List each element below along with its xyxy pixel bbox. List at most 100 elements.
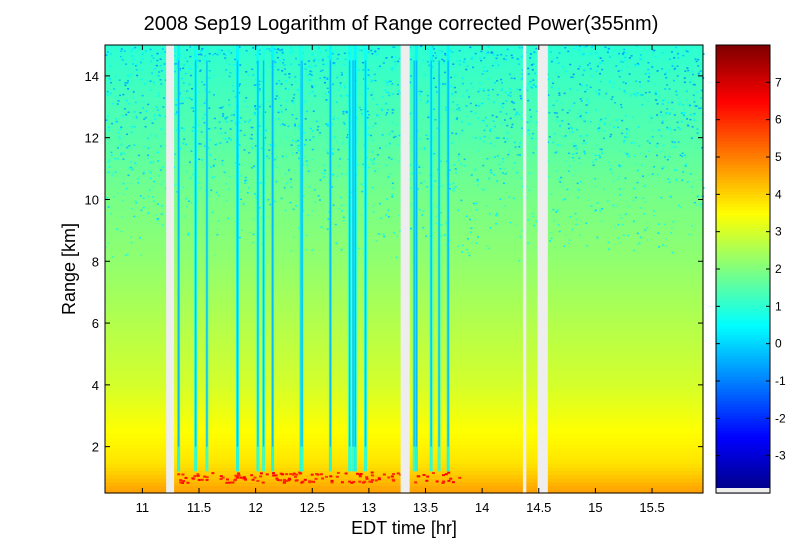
noise-speck [555,112,558,114]
noise-speck [211,211,214,214]
noise-speck [520,97,523,100]
noise-speck [269,153,272,155]
noise-speck [567,242,570,245]
noise-speck [345,173,348,175]
noise-speck [676,65,679,67]
noise-speck [157,92,160,95]
noise-speck [525,130,528,133]
noise-speck [313,84,316,87]
noise-speck [260,216,263,219]
noise-speck [268,100,271,102]
noise-speck [370,80,373,83]
boundary-layer-mark [330,479,334,482]
noise-speck [201,103,204,106]
noise-speck [164,115,167,118]
noise-speck [275,91,278,93]
noise-speck [345,111,348,114]
noise-speck [155,106,158,108]
noise-speck [156,53,159,56]
noise-speck [190,202,193,204]
noise-speck [212,165,215,167]
noise-speck [654,92,657,94]
noise-speck [608,81,611,83]
colorbar-cell [716,110,770,115]
noise-speck [309,73,312,75]
noise-speck [636,232,639,235]
noise-speck [307,74,310,76]
noise-speck [548,111,551,114]
noise-speck [315,120,318,123]
noise-speck [337,148,340,151]
boundary-layer-mark [285,473,289,476]
noise-speck [495,137,498,139]
noise-speck [690,224,693,227]
colorbar-cell [716,101,770,106]
noise-speck [516,111,519,114]
colorbar-cell [716,233,770,237]
noise-speck [157,160,160,162]
noise-speck [342,121,345,124]
noise-speck [529,53,532,55]
noise-speck [549,193,552,196]
noise-speck [686,118,689,120]
noise-speck [572,73,575,76]
noise-speck [326,78,329,80]
noise-speck [527,133,530,136]
noise-speck [455,132,458,135]
noise-speck [199,69,202,72]
noise-speck [521,77,524,80]
noise-speck [185,198,188,200]
noise-speck [311,158,314,161]
noise-speck [436,215,439,217]
noise-speck [123,50,126,52]
noise-speck [689,81,692,84]
noise-speck [130,50,133,53]
noise-speck [644,201,647,203]
noise-speck [107,206,110,208]
noise-speck [459,59,462,62]
noise-speck [516,88,519,91]
colorbar-cell [716,68,770,73]
noise-speck [188,97,191,99]
noise-speck [630,55,633,57]
noise-speck [111,103,114,105]
noise-speck [509,117,512,120]
noise-speck [260,133,263,135]
noise-speck [326,228,329,230]
noise-speck [312,60,315,62]
noise-speck [493,81,496,84]
noise-speck [555,100,558,102]
noise-speck [313,58,316,61]
colorbar-cell [716,155,770,160]
noise-speck [204,145,207,147]
noise-speck [220,49,223,52]
noise-speck [259,182,262,184]
noise-speck [527,99,530,102]
noise-speck [254,113,257,116]
noise-speck [291,114,294,116]
noise-speck [669,195,672,198]
noise-speck [268,48,271,50]
noise-speck [579,83,582,86]
noise-speck [695,105,698,107]
noise-speck [619,165,622,168]
noise-speck [580,135,583,137]
noise-speck [127,111,130,114]
noise-speck [521,73,524,76]
boundary-layer-mark [344,472,348,475]
noise-speck [606,51,609,53]
noise-speck [388,142,391,145]
noise-speck [338,74,341,77]
noise-speck [586,64,589,66]
boundary-layer-mark [422,473,426,476]
noise-speck [661,103,664,105]
noise-speck [386,112,389,114]
noise-speck [665,112,668,114]
noise-speck [458,49,461,52]
noise-speck [470,174,473,176]
noise-speck [130,241,133,244]
streak-core [262,60,265,447]
noise-speck [557,62,560,64]
noise-speck [440,235,443,237]
noise-speck [284,87,287,90]
